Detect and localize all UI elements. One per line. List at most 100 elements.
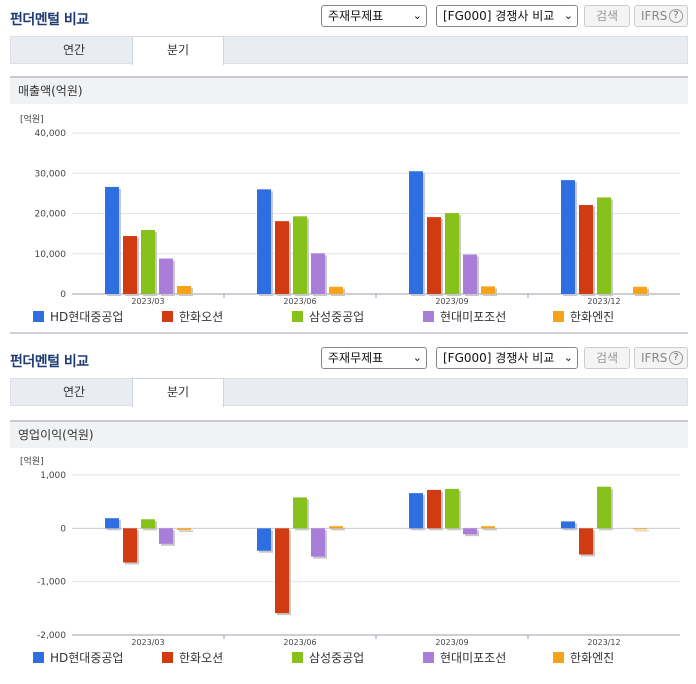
section-header: 영업이익(억원) [10, 420, 688, 448]
bar-0-2023/03[interactable] [105, 186, 119, 294]
x-tick-label: 2023/06 [283, 638, 316, 647]
bar-shadow [635, 530, 649, 532]
bar-4-2023/09[interactable] [481, 526, 495, 529]
bar-3-2023/06[interactable] [311, 528, 325, 557]
bar-2-2023/06[interactable] [293, 497, 307, 529]
bar-4-2023/12[interactable] [633, 528, 647, 530]
panel-title: 펀더멘털 비교 [10, 354, 89, 370]
legend-swatch [553, 652, 564, 663]
tab-quarter[interactable]: 분기 [132, 36, 224, 65]
legend-item[interactable]: HD현대중공업 [33, 310, 123, 324]
help-icon[interactable]: ? [669, 9, 683, 23]
tab-quarter[interactable]: 분기 [132, 378, 224, 407]
ifrs-label: IFRS [641, 9, 668, 23]
bar-0-2023/12[interactable] [561, 521, 575, 529]
legend-swatch [33, 311, 44, 322]
y-tick-label: 40,000 [35, 129, 67, 139]
group-select[interactable]: [FG000] 경쟁사 비교 ⌄ [436, 5, 578, 27]
legend-item[interactable]: 삼성중공업 [292, 310, 364, 324]
ifrs-button[interactable]: IFRS ? [634, 5, 688, 27]
tab-annual[interactable]: 연간 [62, 385, 86, 399]
bar-1-2023/03[interactable] [123, 236, 137, 294]
legend-label: HD현대중공업 [50, 310, 124, 324]
bar-1-2023/06[interactable] [275, 528, 289, 614]
bar-2-2023/09[interactable] [445, 213, 459, 294]
x-tick-label: 2023/03 [131, 297, 164, 306]
y-tick-label: 20,000 [35, 210, 67, 220]
bar-4-2023/06[interactable] [329, 526, 343, 529]
bar-4-2023/03[interactable] [177, 285, 191, 294]
legend-swatch [553, 311, 564, 322]
bar-1-2023/12[interactable] [579, 205, 593, 294]
group-select[interactable]: [FG000] 경쟁사 비교 ⌄ [436, 347, 578, 369]
bar-4-2023/09[interactable] [481, 286, 495, 294]
statement-select[interactable]: 주재무제표 ⌄ [321, 5, 427, 27]
bar-1-2023/09[interactable] [427, 489, 441, 529]
legend-label: 한화오션 [179, 651, 224, 665]
operating-profit-bar-chart: [억원] -2,000 -1,000 0 1,000 2023/03 2023/06 2023… [20, 455, 680, 647]
chart-legend: HD현대중공업 한화오션 삼성중공업 현대미포조선 한화엔진 [0, 649, 696, 669]
legend-label: 한화엔진 [570, 310, 615, 324]
legend-label: 현대미포조선 [440, 310, 507, 324]
bar-4-2023/06[interactable] [329, 286, 343, 294]
bar-3-2023/03[interactable] [159, 258, 173, 294]
legend-swatch [162, 311, 173, 322]
help-icon[interactable]: ? [669, 351, 683, 365]
bar-0-2023/03[interactable] [105, 518, 119, 529]
bar-2-2023/03[interactable] [141, 230, 155, 294]
search-button[interactable]: 검색 [584, 5, 630, 27]
bar-2-2023/12[interactable] [597, 197, 611, 294]
bar-1-2023/12[interactable] [579, 528, 593, 555]
legend-label: 한화엔진 [570, 651, 615, 665]
bar-3-2023/09[interactable] [463, 528, 477, 535]
legend-item[interactable]: 현대미포조선 [423, 651, 506, 665]
bar-2-2023/12[interactable] [597, 486, 611, 529]
x-tick-label: 2023/12 [587, 297, 620, 306]
legend-item[interactable]: 한화오션 [162, 310, 223, 324]
period-tabs: 연간 분기 [10, 36, 688, 65]
bar-0-2023/06[interactable] [257, 189, 271, 294]
bar-1-2023/03[interactable] [123, 528, 137, 563]
bar-0-2023/12[interactable] [561, 180, 575, 294]
y-tick-label: 1,000 [40, 471, 66, 481]
y-tick-label: -2,000 [37, 631, 66, 641]
statement-select-value: 주재무제표 [328, 9, 384, 23]
bar-0-2023/09[interactable] [409, 171, 423, 294]
tab-annual[interactable]: 연간 [62, 43, 86, 57]
statement-select[interactable]: 주재무제표 ⌄ [321, 347, 427, 369]
statement-select-value: 주재무제표 [328, 351, 384, 365]
search-button[interactable]: 검색 [584, 347, 630, 369]
section-header: 매출액(억원) [10, 76, 688, 104]
y-unit-label: [억원] [20, 113, 44, 125]
legend-item[interactable]: 현대미포조선 [423, 310, 506, 324]
period-tabs: 연간 분기 [10, 378, 688, 407]
legend-item[interactable]: 한화오션 [162, 651, 223, 665]
bar-4-2023/03[interactable] [177, 528, 191, 530]
legend-item[interactable]: 삼성중공업 [292, 651, 364, 665]
legend-label: HD현대중공업 [50, 651, 124, 665]
bar-0-2023/06[interactable] [257, 528, 271, 551]
ifrs-button[interactable]: IFRS ? [634, 347, 688, 369]
legend-item[interactable]: 한화엔진 [553, 310, 614, 324]
bar-3-2023/09[interactable] [463, 254, 477, 294]
bar-3-2023/03[interactable] [159, 528, 173, 544]
bar-shadow [179, 530, 193, 532]
bar-2-2023/03[interactable] [141, 519, 155, 529]
group-select-value: [FG000] 경쟁사 비교 [443, 351, 555, 365]
bar-0-2023/09[interactable] [409, 493, 423, 529]
fundamental-compare-panel-revenue: 펀더멘털 비교 주재무제표 ⌄ [FG000] 경쟁사 비교 ⌄ 검색 IFRS… [0, 0, 696, 336]
legend-label: 현대미포조선 [440, 651, 507, 665]
chevron-down-icon: ⌄ [412, 9, 422, 22]
y-tick-label: 0 [60, 524, 66, 534]
bar-2-2023/09[interactable] [445, 488, 459, 529]
legend-item[interactable]: HD현대중공업 [33, 651, 123, 665]
bar-2-2023/06[interactable] [293, 216, 307, 294]
legend-item[interactable]: 한화엔진 [553, 651, 614, 665]
bar-1-2023/09[interactable] [427, 217, 441, 294]
bar-1-2023/06[interactable] [275, 221, 289, 294]
legend-swatch [292, 652, 303, 663]
bar-3-2023/06[interactable] [311, 253, 325, 294]
panel-header: 펀더멘털 비교 주재무제표 ⌄ [FG000] 경쟁사 비교 ⌄ 검색 IFRS… [0, 342, 696, 376]
legend-label: 삼성중공업 [309, 651, 365, 665]
bar-4-2023/12[interactable] [633, 286, 647, 294]
